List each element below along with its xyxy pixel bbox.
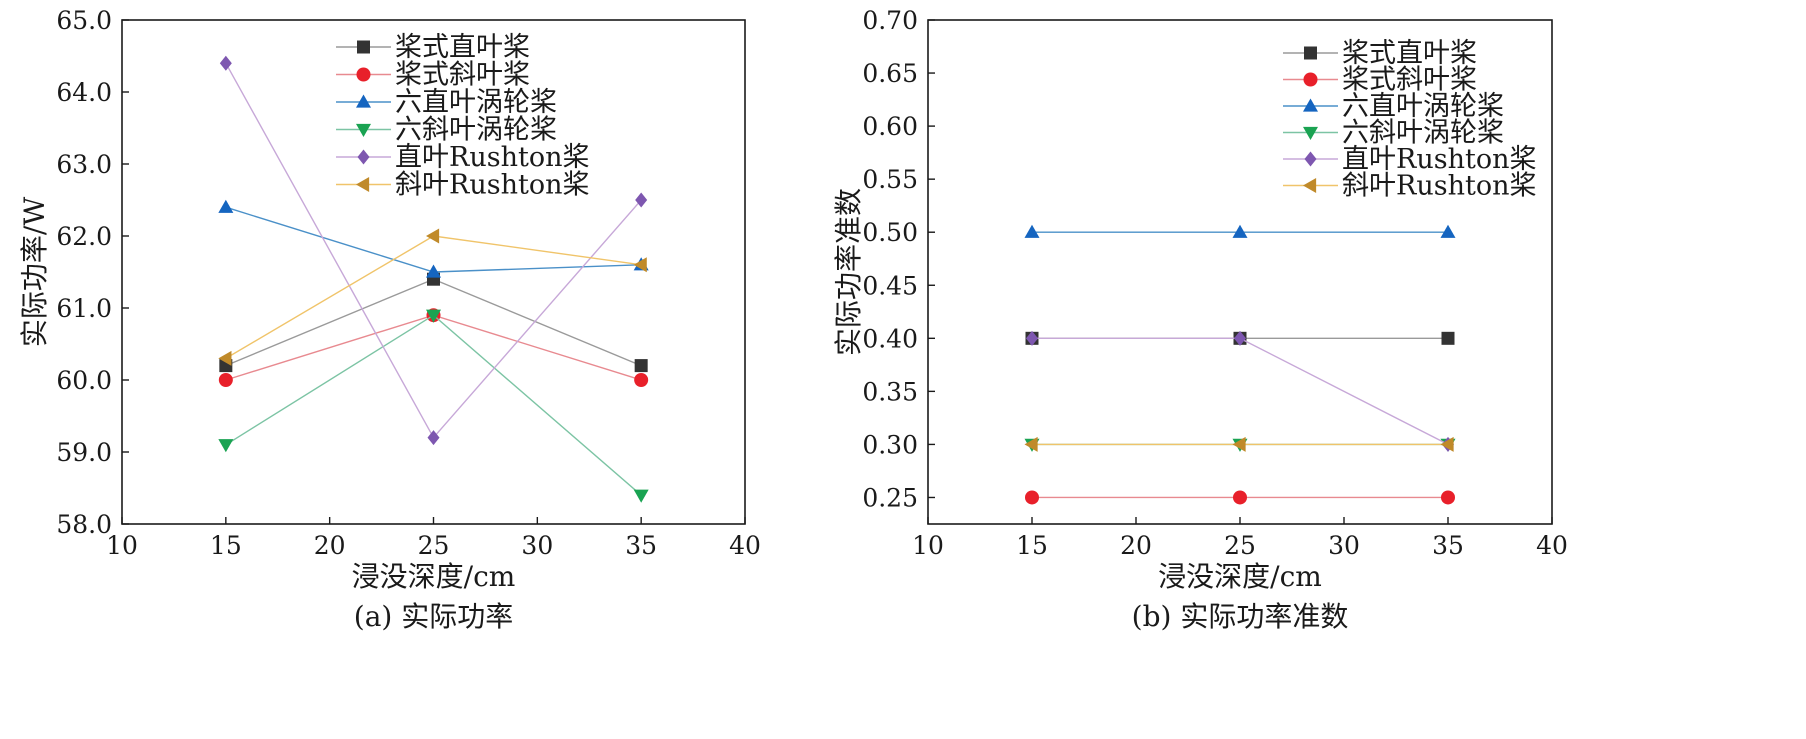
data-point [218, 199, 234, 213]
y-tick-label: 60.0 [56, 366, 112, 395]
y-tick-label: 61.0 [56, 294, 112, 323]
data-point [1441, 331, 1455, 345]
data-point [634, 359, 648, 373]
data-point [1024, 224, 1040, 238]
legend-label: 直叶Rushton桨 [395, 142, 589, 173]
x-tick-label: 40 [1536, 531, 1568, 560]
data-point [218, 373, 233, 387]
legend-marker [356, 123, 371, 137]
y-tick-label: 64.0 [56, 78, 112, 107]
series-line [225, 314, 642, 496]
data-point [1232, 436, 1246, 452]
y-tick-label: 0.60 [862, 112, 918, 141]
data-point [219, 55, 232, 71]
data-point [633, 489, 649, 503]
x-tick-label: 35 [1432, 531, 1464, 560]
legend-marker [1304, 151, 1317, 167]
x-tick-label: 25 [1224, 531, 1256, 560]
x-tick-label: 10 [912, 531, 944, 560]
data-point [426, 228, 440, 244]
x-axis-label: 浸没深度/cm [1158, 560, 1322, 593]
legend-label: 六斜叶涡轮桨 [395, 115, 557, 146]
data-point [426, 264, 441, 278]
y-axis-label: 实际功率准数 [832, 188, 865, 356]
chart-a: 10 15 20 25 30 35 40 58.0 59.0 60.0 61.0 62.0 63.0 64… [18, 6, 761, 633]
data-point [635, 192, 648, 208]
legend-label: 桨式斜叶桨 [1342, 65, 1477, 96]
y-tick-label: 58.0 [56, 510, 112, 539]
data-point [218, 439, 234, 453]
data-point [1024, 436, 1038, 452]
y-tick-label: 0.45 [862, 271, 918, 300]
y-tick-label: 0.40 [862, 324, 918, 353]
legend-label: 斜叶Rushton桨 [395, 170, 589, 201]
x-tick-label: 20 [1120, 531, 1152, 560]
chart-b: 10 15 20 25 30 35 40 0.25 0.30 0.35 0.40 0.45 0.50 0.… [832, 6, 1568, 633]
data-point [218, 350, 232, 366]
legend-label: 六直叶涡轮桨 [1342, 91, 1504, 122]
legend-label: 桨式斜叶桨 [395, 60, 530, 91]
legend-marker [1303, 126, 1318, 140]
y-tick-label: 0.30 [862, 430, 918, 459]
legend-marker [356, 177, 370, 192]
legend: 桨式直叶桨桨式斜叶桨六直叶涡轮桨六斜叶涡轮桨直叶Rushton桨斜叶Rushto… [1283, 38, 1536, 202]
y-tick-label: 0.55 [862, 165, 918, 194]
data-point [1234, 330, 1246, 346]
y-tick-label: 0.35 [862, 377, 918, 406]
series-line [1032, 337, 1449, 446]
x-tick-label: 40 [729, 531, 761, 560]
legend: 桨式直叶桨桨式斜叶桨六直叶涡轮桨六斜叶涡轮桨直叶Rushton桨斜叶Rushto… [336, 32, 589, 201]
data-point [1440, 224, 1456, 238]
y-tick-label: 59.0 [56, 438, 112, 467]
series-line [225, 314, 642, 381]
data-point [1025, 490, 1039, 505]
data-point [633, 257, 647, 273]
legend-marker [357, 149, 370, 165]
x-tick-label: 15 [210, 531, 242, 560]
y-tick-label: 0.65 [862, 59, 918, 88]
data-point [1026, 330, 1038, 346]
data-point [426, 309, 441, 323]
y-tick-label: 0.70 [862, 6, 918, 35]
legend-label: 桨式直叶桨 [1342, 38, 1477, 69]
legend-label: 桨式直叶桨 [395, 32, 530, 63]
legend-marker [356, 94, 371, 108]
x-tick-label: 20 [314, 531, 346, 560]
y-tick-label: 62.0 [56, 222, 112, 251]
data-point [1441, 490, 1455, 505]
y-tick-label: 0.50 [862, 218, 918, 247]
legend-label: 六直叶涡轮桨 [395, 87, 557, 118]
chart-caption: (a) 实际功率 [354, 600, 513, 633]
x-tick-label: 30 [1328, 531, 1360, 560]
x-tick-label: 10 [106, 531, 138, 560]
y-tick-label: 0.25 [862, 483, 918, 512]
x-tick-label: 15 [1016, 531, 1048, 560]
data-point [634, 373, 649, 387]
data-point [427, 430, 440, 446]
x-tick-label: 35 [625, 531, 657, 560]
x-tick-label: 25 [418, 531, 450, 560]
data-point [1440, 436, 1454, 452]
y-tick-label: 65.0 [56, 6, 112, 35]
legend-marker [1303, 178, 1317, 193]
x-axis-label: 浸没深度/cm [352, 560, 516, 593]
legend-marker [356, 67, 371, 82]
legend-label: 直叶Rushton桨 [1342, 144, 1536, 175]
legend-marker [1303, 72, 1318, 87]
data-point [1233, 490, 1247, 505]
data-point [1232, 224, 1248, 238]
y-tick-label: 63.0 [56, 150, 112, 179]
legend-label: 斜叶Rushton桨 [1342, 171, 1536, 202]
x-tick-label: 30 [521, 531, 553, 560]
legend-marker [1304, 46, 1317, 60]
legend-marker [357, 40, 370, 54]
y-axis-label: 实际功率/W [18, 197, 51, 347]
legend-label: 六斜叶涡轮桨 [1342, 118, 1504, 149]
chart-caption: (b) 实际功率准数 [1132, 600, 1349, 633]
legend-marker [1303, 98, 1318, 112]
